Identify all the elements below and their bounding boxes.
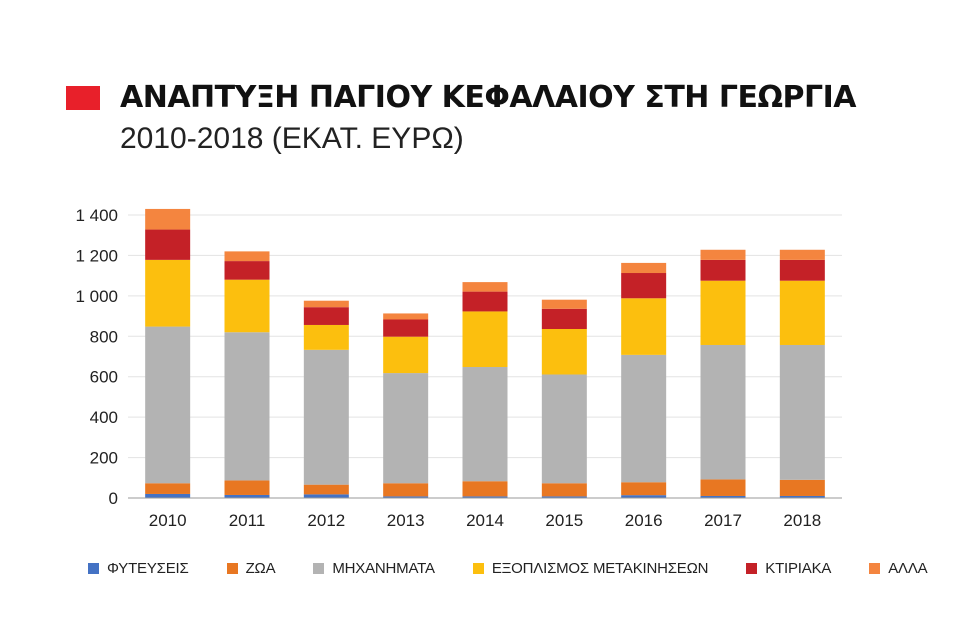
bar-segment bbox=[621, 354, 667, 483]
legend-swatch bbox=[313, 562, 325, 574]
legend-swatch bbox=[869, 562, 881, 574]
bar-segment bbox=[541, 374, 587, 484]
bar-segment bbox=[462, 367, 508, 482]
bar-segment bbox=[700, 479, 746, 496]
title-marker bbox=[66, 86, 100, 110]
legend-label: ΖΩΑ bbox=[245, 559, 276, 577]
x-tick-label: 2012 bbox=[307, 511, 345, 530]
bar-segment bbox=[462, 311, 508, 368]
x-axis-ticks: 2010 2011 2012 2013 2014 2015 2016 2017 2018 bbox=[149, 511, 821, 530]
y-tick-label: 1 000 bbox=[75, 287, 118, 306]
y-axis-ticks: 0 200 400 600 800 1 000 1 200 1 400 bbox=[75, 206, 118, 508]
legend-label: ΜΗΧΑΝΗΜΑΤΑ bbox=[332, 559, 435, 577]
legend-label: ΦΥΤΕΥΣΕΙΣ bbox=[107, 559, 189, 577]
y-tick-label: 200 bbox=[90, 449, 118, 468]
y-tick-label: 0 bbox=[109, 489, 118, 508]
bar-segment bbox=[303, 307, 349, 325]
bar-segment bbox=[621, 482, 667, 496]
chart-title: ΑΝΑΠΤΥΞΗ ΠΑΓΙΟΥ ΚΕΦΑΛΑΙΟΥ ΣΤΗ ΓΕΩΡΓΙΑ bbox=[120, 80, 856, 115]
bar-segment bbox=[303, 484, 349, 495]
legend-swatch bbox=[88, 562, 99, 574]
bar-segment bbox=[621, 495, 667, 498]
bar-segment bbox=[779, 344, 825, 480]
bar-segment bbox=[462, 496, 508, 498]
x-tick-label: 2011 bbox=[229, 511, 266, 530]
legend-item: ΦΥΤΕΥΣΕΙΣ bbox=[88, 560, 189, 577]
legend-item: ΖΩΑ bbox=[226, 559, 276, 577]
bar-segment bbox=[145, 326, 191, 484]
bar-segment bbox=[383, 496, 429, 498]
legend-label: ΚΤΙΡΙΑΚΑ bbox=[765, 559, 832, 577]
bar-segment bbox=[224, 332, 270, 481]
bar-segment bbox=[541, 483, 587, 497]
bar-segment bbox=[700, 259, 746, 281]
x-tick-label: 2018 bbox=[783, 511, 821, 530]
bar-segment bbox=[145, 259, 191, 327]
y-tick-label: 800 bbox=[90, 327, 118, 346]
bar-segment bbox=[779, 280, 825, 345]
legend-swatch bbox=[472, 562, 484, 574]
bar-segment bbox=[303, 349, 349, 485]
y-tick-label: 400 bbox=[90, 408, 118, 427]
bar-segment bbox=[383, 483, 429, 497]
bar-segment bbox=[462, 282, 508, 292]
legend-item: ΕΞΟΠΛΙΣΜΟΣ ΜΕΤΑΚΙΝΗΣΕΩΝ bbox=[472, 559, 709, 577]
legend: ΦΥΤΕΥΣΕΙΣ ΖΩΑ ΜΗΧΑΝΗΜΑΤΑ ΕΞΟΠΛΙΣΜΟΣ ΜΕΤΑΚΙΝ… bbox=[88, 558, 928, 578]
bar-segment bbox=[224, 279, 270, 333]
bar-segment bbox=[621, 273, 667, 299]
bar-segment bbox=[462, 291, 508, 312]
legend-item: ΜΗΧΑΝΗΜΑΤΑ bbox=[313, 559, 435, 577]
chart-subtitle: 2010-2018 (ΕΚΑΤ. ΕΥΡΩ) bbox=[120, 122, 464, 155]
bar-segment bbox=[700, 495, 746, 498]
bar-segment bbox=[541, 308, 587, 330]
bar-segment bbox=[383, 373, 429, 484]
x-tick-label: 2010 bbox=[149, 511, 187, 530]
x-tick-label: 2016 bbox=[625, 511, 663, 530]
bar-segment bbox=[621, 262, 667, 274]
bar-segment bbox=[224, 480, 270, 495]
bar-segment bbox=[779, 495, 825, 498]
bar-segment bbox=[145, 208, 191, 230]
x-tick-label: 2015 bbox=[545, 511, 583, 530]
bar-segment bbox=[145, 229, 191, 260]
legend-swatch bbox=[746, 562, 758, 574]
bar-segment bbox=[303, 494, 349, 498]
x-tick-label: 2017 bbox=[704, 511, 742, 530]
x-tick-label: 2013 bbox=[387, 511, 425, 530]
bar-segment bbox=[383, 336, 429, 374]
bar-segment bbox=[462, 481, 508, 497]
bar-segment bbox=[700, 344, 746, 480]
bar-segment bbox=[303, 300, 349, 308]
bar-segment bbox=[224, 261, 270, 280]
bar-segment bbox=[303, 324, 349, 350]
bar-segment bbox=[621, 298, 667, 355]
bar-segment bbox=[224, 494, 270, 498]
legend-label: ΕΞΟΠΛΙΣΜΟΣ ΜΕΤΑΚΙΝΗΣΕΩΝ bbox=[491, 559, 709, 577]
y-tick-label: 1 400 bbox=[75, 206, 118, 225]
bar-segment bbox=[779, 479, 825, 496]
bar-segment bbox=[383, 313, 429, 320]
bar-segment bbox=[541, 496, 587, 498]
bar-segment bbox=[541, 299, 587, 309]
legend-item: ΚΤΙΡΙΑΚΑ bbox=[746, 560, 831, 577]
legend-swatch bbox=[226, 562, 238, 574]
bars bbox=[145, 208, 825, 498]
x-tick-label: 2014 bbox=[466, 511, 504, 530]
y-tick-label: 600 bbox=[90, 368, 118, 387]
bar-segment bbox=[700, 280, 746, 345]
y-tick-label: 1 200 bbox=[75, 246, 118, 265]
legend-item: ΑΛΛΑ bbox=[869, 559, 928, 577]
bar-segment bbox=[541, 329, 587, 375]
bar-segment bbox=[145, 493, 191, 498]
bar-segment bbox=[700, 249, 746, 260]
bar-segment bbox=[779, 259, 825, 281]
bar-segment bbox=[145, 483, 191, 494]
bar-segment bbox=[779, 249, 825, 260]
bar-segment bbox=[383, 319, 429, 337]
bar-segment bbox=[224, 251, 270, 262]
legend-label: ΑΛΛΑ bbox=[888, 559, 928, 577]
